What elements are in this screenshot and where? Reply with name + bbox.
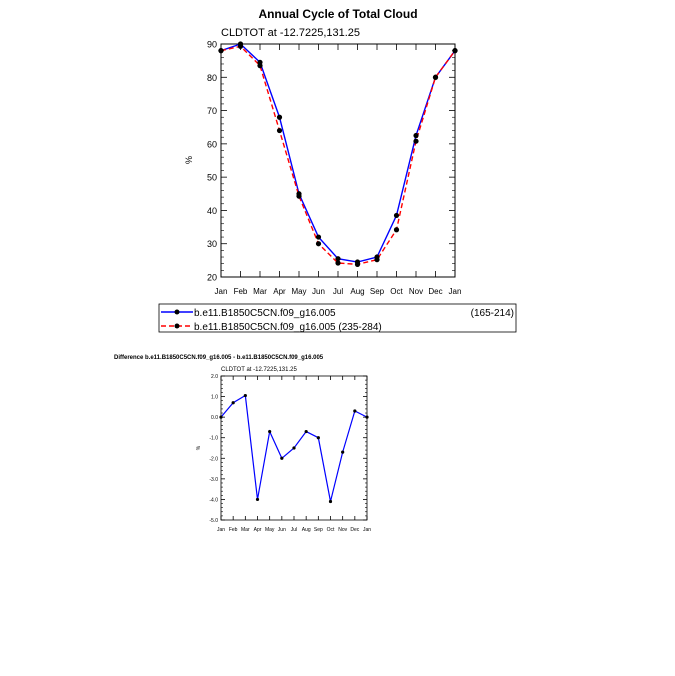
series-line-2 xyxy=(220,45,456,266)
y-tick-label: -1.0 xyxy=(209,436,218,442)
series-2-point xyxy=(296,193,302,199)
x-tick-label: Jul xyxy=(333,287,343,296)
x-tick-label: Sep xyxy=(314,527,323,533)
main-y-ticks: 20 30 40 50 60 70 80 90 xyxy=(207,40,455,283)
x-tick-label: Aug xyxy=(350,287,364,296)
series-2-point xyxy=(452,48,458,54)
y-tick-label: 40 xyxy=(207,206,217,216)
main-chart: Annual Cycle of Total Cloud CLDTOT at -1… xyxy=(184,7,461,296)
x-tick-label: Dec xyxy=(428,287,442,296)
x-tick-label: Jan xyxy=(215,287,228,296)
series-1-point xyxy=(316,436,320,440)
x-tick-label: Oct xyxy=(327,527,335,533)
series-1-point xyxy=(353,409,357,413)
legend-label-1: b.e11.B1850C5CN.f09_g16.005 xyxy=(194,308,336,319)
x-tick-label: Aug xyxy=(302,527,311,533)
series-line-1 xyxy=(220,43,456,263)
diff-x-ticks: Jan Feb Mar Apr May Jun Jul Aug Sep Oct Nov Dec Jan xyxy=(217,376,371,533)
series-1-point xyxy=(328,499,333,504)
series-1-point xyxy=(292,446,296,450)
legend-period-1: (165-214) xyxy=(471,308,514,319)
x-tick-label: Nov xyxy=(338,527,347,533)
main-y-label: % xyxy=(184,156,194,164)
y-tick-label: -4.0 xyxy=(209,497,218,503)
x-tick-label: Mar xyxy=(253,287,267,296)
series-2-point xyxy=(374,257,380,263)
x-tick-label: Dec xyxy=(350,527,359,533)
series-2-point xyxy=(276,127,283,134)
diff-chart: Difference b.e11.B1850C5CN.f09_g16.005 -… xyxy=(114,355,371,533)
series-1-point xyxy=(341,450,345,454)
y-tick-label: -3.0 xyxy=(209,477,218,483)
y-tick-label: 20 xyxy=(207,273,217,283)
x-tick-label: Feb xyxy=(234,287,248,296)
series-1-point xyxy=(335,256,341,262)
x-tick-label: Jun xyxy=(278,527,286,533)
series-1-point xyxy=(393,212,400,219)
series-1-point xyxy=(243,393,247,398)
y-tick-label: -2.0 xyxy=(209,456,218,462)
series-1-point xyxy=(413,132,419,139)
legend-marker-1 xyxy=(174,309,180,315)
legend-marker-2 xyxy=(174,323,180,329)
series-1-point xyxy=(280,456,284,460)
x-tick-label: Apr xyxy=(273,287,286,296)
series-1-point xyxy=(268,429,272,434)
series-1-point xyxy=(276,114,283,120)
y-tick-label: 70 xyxy=(207,106,217,116)
main-x-ticks: Jan Feb Mar Apr May Jun Jul Aug Sep Oct Nov Dec Jan xyxy=(215,44,462,296)
y-tick-label: 90 xyxy=(207,40,217,50)
y-tick-label: 1.0 xyxy=(211,395,218,401)
x-tick-label: Jul xyxy=(291,527,297,533)
diff-title: Difference b.e11.B1850C5CN.f09_g16.005 -… xyxy=(114,355,324,361)
series-1-point xyxy=(231,401,235,405)
series-2-point xyxy=(393,227,400,233)
x-tick-label: Nov xyxy=(409,287,423,296)
y-tick-label: 50 xyxy=(207,173,217,183)
series-2-point xyxy=(432,74,439,80)
x-tick-label: May xyxy=(265,527,275,533)
series-2-point xyxy=(413,138,419,144)
y-tick-label: 0.0 xyxy=(211,415,218,421)
main-series-group xyxy=(218,41,458,267)
x-tick-label: May xyxy=(291,287,306,296)
y-tick-label: 30 xyxy=(207,239,217,249)
x-tick-label: Jan xyxy=(449,287,462,296)
x-tick-label: Jan xyxy=(217,527,225,533)
x-tick-label: Jan xyxy=(363,527,371,533)
main-subtitle: CLDTOT at -12.7225,131.25 xyxy=(221,27,360,39)
x-tick-label: Oct xyxy=(390,287,403,296)
y-tick-label: 80 xyxy=(207,73,217,83)
series-1-point xyxy=(304,429,308,434)
series-2-point xyxy=(354,261,361,267)
x-tick-label: Feb xyxy=(229,527,238,533)
main-title: Annual Cycle of Total Cloud xyxy=(258,7,417,21)
diff-subtitle: CLDTOT at -12.7225,131.25 xyxy=(221,367,297,373)
x-tick-label: Sep xyxy=(370,287,385,296)
y-tick-label: 60 xyxy=(207,139,217,149)
series-2-point xyxy=(218,48,224,54)
diff-y-label: % xyxy=(196,445,202,450)
series-1-point xyxy=(219,415,223,419)
series-2-point xyxy=(315,241,322,247)
legend: b.e11.B1850C5CN.f09_g16.005 (165-214) b.… xyxy=(158,303,517,333)
series-2-point xyxy=(257,63,263,69)
diff-series-group xyxy=(219,393,369,504)
y-tick-label: -5.0 xyxy=(209,518,218,524)
x-tick-label: Apr xyxy=(254,527,262,533)
main-plot-frame xyxy=(220,43,456,278)
series-2-point xyxy=(237,43,244,49)
x-tick-label: Mar xyxy=(241,527,250,533)
series-1-point xyxy=(315,234,322,240)
series-2-point xyxy=(335,260,341,266)
legend-box xyxy=(158,303,517,333)
legend-label-2: b.e11.B1850C5CN.f09_g16.005 (235-284) xyxy=(194,322,382,333)
y-tick-label: 2.0 xyxy=(211,374,218,380)
series-1-point xyxy=(365,415,369,419)
series-1-point xyxy=(255,497,260,502)
x-tick-label: Jun xyxy=(312,287,325,296)
